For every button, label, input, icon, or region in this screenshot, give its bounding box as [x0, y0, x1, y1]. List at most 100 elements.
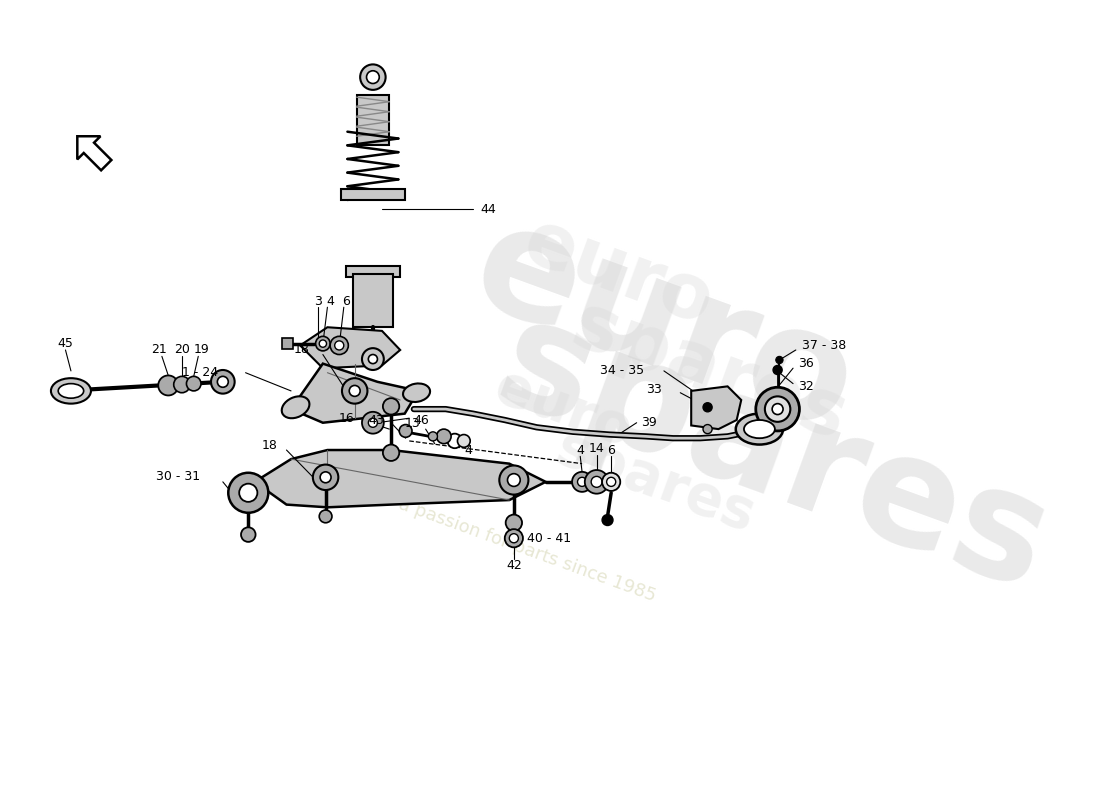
Circle shape [703, 402, 712, 412]
Circle shape [320, 472, 331, 482]
Text: 36: 36 [799, 357, 814, 370]
Circle shape [772, 404, 783, 414]
Text: 39: 39 [641, 416, 657, 430]
Circle shape [218, 376, 229, 387]
Text: 4: 4 [576, 443, 584, 457]
Circle shape [448, 434, 462, 448]
Circle shape [399, 425, 412, 438]
Text: 18: 18 [294, 343, 309, 357]
Text: 19: 19 [194, 343, 210, 357]
Circle shape [437, 429, 451, 444]
Text: 44: 44 [481, 202, 496, 215]
Text: 37 - 38: 37 - 38 [802, 339, 846, 352]
Circle shape [239, 484, 257, 502]
Text: 1 - 24: 1 - 24 [183, 366, 218, 379]
Text: 18: 18 [262, 439, 277, 452]
Circle shape [362, 348, 384, 370]
Circle shape [383, 398, 399, 414]
Text: 4: 4 [327, 295, 334, 308]
Circle shape [585, 470, 608, 494]
Text: 33: 33 [647, 382, 662, 395]
Circle shape [591, 476, 602, 487]
Text: euro: euro [514, 204, 724, 341]
Text: 20: 20 [174, 343, 190, 357]
Circle shape [319, 510, 332, 522]
Circle shape [602, 473, 620, 491]
Text: 4: 4 [464, 443, 472, 457]
Circle shape [764, 396, 790, 422]
Circle shape [458, 434, 470, 447]
Circle shape [211, 370, 234, 394]
Circle shape [428, 432, 438, 441]
Circle shape [319, 340, 327, 347]
Text: 34 - 35: 34 - 35 [600, 364, 643, 378]
Circle shape [330, 336, 349, 354]
Text: 3: 3 [315, 295, 322, 308]
Text: 14: 14 [588, 442, 605, 454]
Text: 40 - 41: 40 - 41 [528, 532, 572, 545]
Text: euro: euro [454, 190, 873, 465]
Text: 32: 32 [799, 380, 814, 393]
Circle shape [572, 472, 592, 492]
Text: spares: spares [562, 289, 857, 457]
Circle shape [366, 70, 379, 83]
Circle shape [362, 412, 384, 434]
Polygon shape [300, 327, 400, 368]
Circle shape [756, 387, 800, 431]
Circle shape [342, 378, 367, 404]
Circle shape [506, 514, 522, 531]
Circle shape [312, 465, 339, 490]
Polygon shape [292, 364, 418, 422]
Ellipse shape [736, 414, 783, 445]
Text: spares: spares [548, 421, 762, 543]
Text: a passion for parts since 1985: a passion for parts since 1985 [396, 495, 659, 605]
Bar [345, 266, 400, 278]
Ellipse shape [403, 383, 430, 402]
Bar [356, 95, 389, 146]
Circle shape [383, 445, 399, 461]
Circle shape [507, 474, 520, 486]
Text: 42: 42 [506, 559, 521, 572]
Text: 43: 43 [368, 414, 384, 426]
Text: 6: 6 [342, 295, 351, 308]
Bar [282, 338, 293, 349]
Ellipse shape [282, 396, 309, 418]
Circle shape [349, 386, 360, 396]
Circle shape [773, 366, 782, 374]
Text: 46: 46 [414, 414, 430, 426]
Text: 13: 13 [405, 417, 420, 430]
Circle shape [505, 529, 522, 547]
Text: 30 - 31: 30 - 31 [156, 470, 200, 483]
Circle shape [241, 527, 255, 542]
Circle shape [703, 425, 712, 434]
Circle shape [499, 466, 528, 494]
Polygon shape [691, 386, 741, 429]
Text: spares: spares [478, 286, 1068, 622]
Text: 21: 21 [152, 343, 167, 357]
Circle shape [606, 478, 616, 486]
Circle shape [368, 418, 377, 427]
Polygon shape [77, 136, 111, 170]
Ellipse shape [58, 384, 84, 398]
Text: 6: 6 [607, 443, 615, 457]
Circle shape [368, 354, 377, 364]
Circle shape [776, 356, 783, 364]
Circle shape [360, 65, 386, 90]
Circle shape [186, 376, 201, 391]
Bar [341, 189, 405, 200]
Circle shape [509, 534, 518, 542]
Text: 45: 45 [57, 337, 74, 350]
Circle shape [578, 478, 586, 486]
Bar [353, 274, 393, 327]
Circle shape [602, 514, 613, 526]
Polygon shape [255, 450, 546, 507]
Circle shape [158, 375, 178, 395]
Text: 16: 16 [339, 412, 354, 425]
Ellipse shape [51, 378, 91, 404]
Text: euro: euro [487, 359, 640, 459]
Circle shape [229, 473, 268, 513]
Circle shape [334, 341, 344, 350]
Ellipse shape [744, 420, 774, 438]
Circle shape [174, 376, 190, 393]
Circle shape [316, 336, 330, 351]
